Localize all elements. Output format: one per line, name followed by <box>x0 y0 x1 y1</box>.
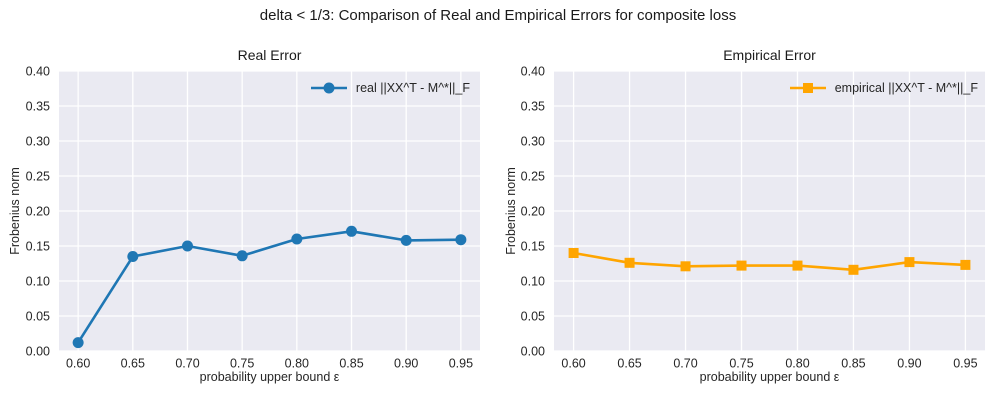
svg-text:0.65: 0.65 <box>617 357 641 371</box>
svg-text:0.70: 0.70 <box>673 357 697 371</box>
svg-text:0.75: 0.75 <box>230 357 254 371</box>
svg-text:0.65: 0.65 <box>121 357 145 371</box>
empirical-error-x-axis-label: probability upper bound ε <box>699 370 840 384</box>
svg-text:0.75: 0.75 <box>729 357 753 371</box>
svg-text:0.05: 0.05 <box>521 310 545 324</box>
svg-text:0.85: 0.85 <box>841 357 865 371</box>
svg-text:0.20: 0.20 <box>26 205 50 219</box>
real-error-legend-label: real ||XX^T - M^*||_F <box>355 80 470 95</box>
svg-text:0.15: 0.15 <box>521 240 545 254</box>
svg-text:0.35: 0.35 <box>26 100 50 114</box>
empirical-error-chart-title: Empirical Error <box>723 47 816 63</box>
svg-text:0.90: 0.90 <box>897 357 921 371</box>
svg-text:0.35: 0.35 <box>521 100 545 114</box>
real-error-y-axis-label: Frobenius norm <box>8 167 22 255</box>
svg-text:0.20: 0.20 <box>521 205 545 219</box>
svg-text:0.60: 0.60 <box>561 357 585 371</box>
empirical-error-legend-label: empirical ||XX^T - M^*||_F <box>834 80 978 95</box>
real-error-x-axis-label: probability upper bound ε <box>199 370 340 384</box>
svg-text:0.05: 0.05 <box>26 310 50 324</box>
svg-text:0.10: 0.10 <box>26 275 50 289</box>
svg-text:0.25: 0.25 <box>521 170 545 184</box>
svg-text:0.90: 0.90 <box>394 357 418 371</box>
line-circle-marker-icon <box>310 82 347 93</box>
svg-text:0.70: 0.70 <box>175 357 199 371</box>
empirical-error-legend: empirical ||XX^T - M^*||_F <box>789 79 978 96</box>
svg-text:0.80: 0.80 <box>285 357 309 371</box>
svg-text:0.40: 0.40 <box>521 65 545 79</box>
svg-text:0.15: 0.15 <box>26 240 50 254</box>
empirical-error-y-axis-label: Frobenius norm <box>504 167 518 255</box>
svg-text:0.30: 0.30 <box>26 135 50 149</box>
svg-text:0.85: 0.85 <box>339 357 363 371</box>
line-square-marker-icon <box>789 82 826 93</box>
svg-text:0.00: 0.00 <box>521 345 545 359</box>
svg-text:0.40: 0.40 <box>26 65 50 79</box>
svg-text:0.00: 0.00 <box>26 345 50 359</box>
svg-text:0.10: 0.10 <box>521 275 545 289</box>
real-error-legend: real ||XX^T - M^*||_F <box>310 79 470 96</box>
svg-text:0.80: 0.80 <box>785 357 809 371</box>
svg-text:0.30: 0.30 <box>521 135 545 149</box>
svg-text:0.95: 0.95 <box>953 357 977 371</box>
svg-text:0.95: 0.95 <box>449 357 473 371</box>
figure-title: delta < 1/3: Comparison of Real and Empi… <box>259 7 737 24</box>
svg-text:0.60: 0.60 <box>66 357 90 371</box>
svg-text:0.25: 0.25 <box>26 170 50 184</box>
real-error-chart-title: Real Error <box>237 47 302 63</box>
